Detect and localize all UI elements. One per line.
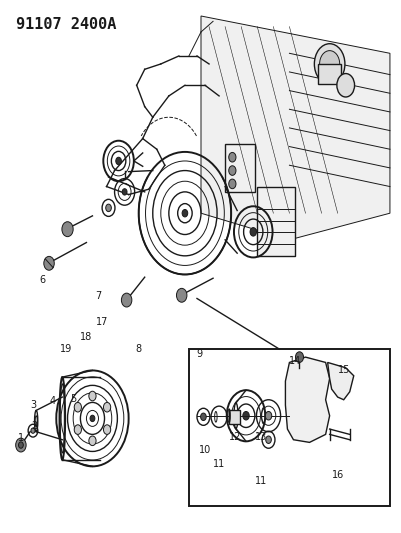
Circle shape (31, 428, 35, 433)
Circle shape (121, 293, 132, 307)
Text: 9: 9 (195, 350, 202, 359)
Circle shape (89, 391, 96, 401)
Text: 7: 7 (95, 291, 101, 301)
Circle shape (228, 152, 235, 162)
Polygon shape (200, 16, 389, 240)
Text: 8: 8 (135, 344, 142, 354)
Circle shape (122, 189, 127, 195)
Circle shape (176, 288, 186, 302)
Circle shape (44, 256, 54, 270)
Circle shape (74, 425, 81, 434)
Text: 10: 10 (198, 446, 211, 455)
Text: 16: 16 (331, 471, 343, 480)
Text: 5: 5 (70, 394, 76, 403)
Circle shape (115, 157, 121, 165)
Text: 14: 14 (289, 357, 301, 366)
Text: 4: 4 (49, 396, 55, 406)
Circle shape (228, 179, 235, 189)
Bar (188, 349, 389, 506)
Circle shape (105, 204, 111, 212)
Text: 19: 19 (60, 344, 72, 354)
Text: 17: 17 (96, 318, 108, 327)
Circle shape (200, 413, 206, 421)
Circle shape (242, 411, 249, 420)
Circle shape (319, 51, 339, 77)
Text: 12: 12 (229, 432, 241, 442)
Circle shape (16, 438, 26, 452)
Circle shape (228, 166, 235, 175)
Circle shape (74, 402, 81, 412)
Text: 13: 13 (255, 432, 267, 442)
Text: 11: 11 (213, 459, 225, 469)
Circle shape (295, 352, 303, 362)
Text: 11: 11 (255, 476, 267, 486)
Text: 91107 2400A: 91107 2400A (16, 17, 116, 32)
Circle shape (182, 209, 187, 217)
Circle shape (249, 228, 256, 236)
Polygon shape (285, 357, 329, 442)
Text: 6: 6 (39, 275, 45, 285)
Text: 3: 3 (30, 400, 36, 410)
Text: 1: 1 (18, 433, 24, 443)
Circle shape (62, 222, 73, 237)
Text: 2: 2 (31, 422, 37, 431)
Polygon shape (327, 362, 353, 400)
Circle shape (90, 415, 95, 422)
Circle shape (18, 442, 23, 448)
Circle shape (103, 425, 110, 434)
Circle shape (336, 74, 354, 97)
Circle shape (103, 402, 110, 412)
Circle shape (314, 44, 344, 84)
Bar (225, 144, 255, 192)
Text: 15: 15 (337, 366, 349, 375)
Bar (257, 187, 295, 256)
Text: 18: 18 (80, 332, 92, 342)
Bar (318, 64, 340, 84)
Circle shape (89, 436, 96, 446)
Circle shape (265, 436, 271, 443)
Circle shape (265, 411, 271, 420)
Bar (229, 410, 240, 424)
